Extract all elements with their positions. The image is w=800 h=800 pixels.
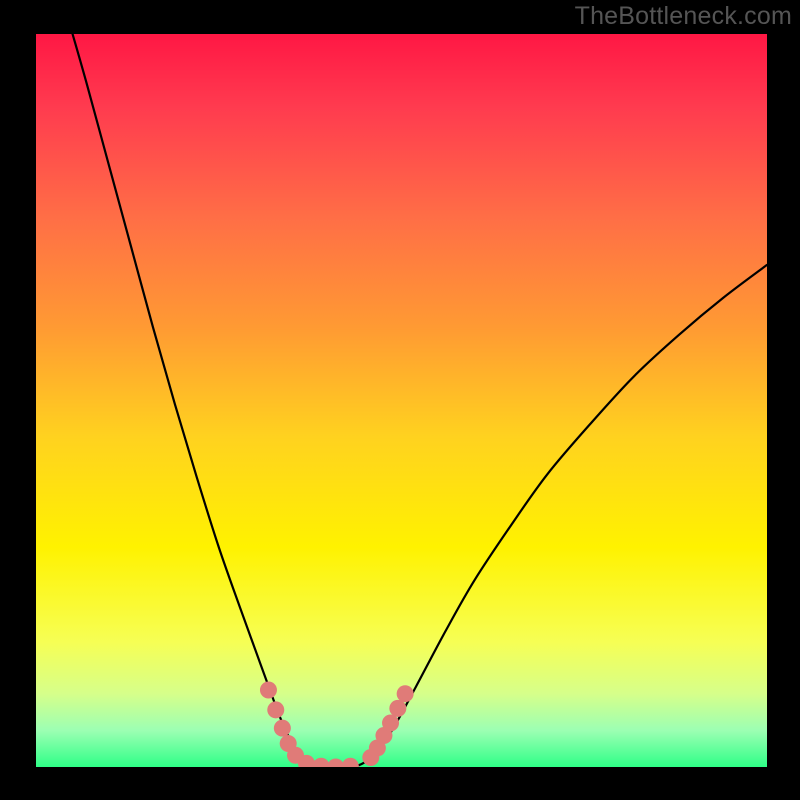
- accent-dot: [267, 701, 284, 718]
- accent-dot: [389, 700, 406, 717]
- plot-canvas: [0, 0, 800, 800]
- watermark-text: TheBottleneck.com: [575, 2, 792, 31]
- accent-dot: [327, 759, 344, 776]
- accent-dot: [274, 720, 291, 737]
- accent-dot: [342, 758, 359, 775]
- chart-container: TheBottleneck.com: [0, 0, 800, 800]
- accent-dot: [260, 682, 277, 699]
- plot-background: [36, 34, 767, 767]
- accent-dot: [298, 755, 315, 772]
- accent-dot: [397, 685, 414, 702]
- accent-dot: [313, 758, 330, 775]
- accent-dot: [382, 715, 399, 732]
